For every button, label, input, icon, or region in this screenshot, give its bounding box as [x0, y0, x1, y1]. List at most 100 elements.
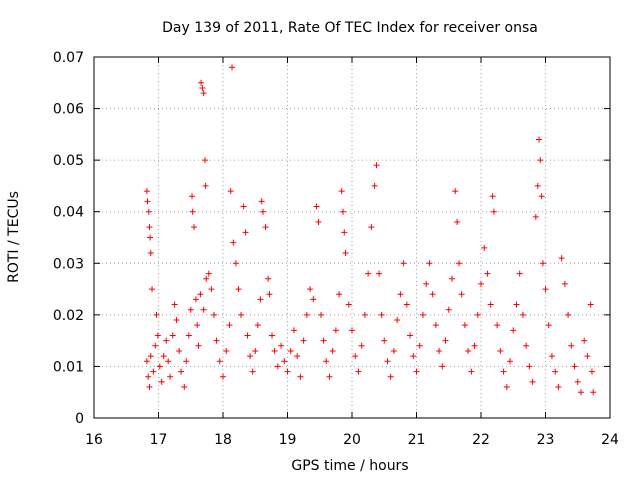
data-point [368, 224, 375, 231]
data-point [210, 311, 217, 318]
data-point [555, 384, 562, 391]
data-point [223, 347, 230, 354]
data-point [561, 280, 568, 287]
data-point [294, 353, 301, 360]
data-point [429, 291, 436, 298]
data-point [423, 280, 430, 287]
y-tick-label: 0.07 [53, 50, 84, 66]
data-point [523, 342, 530, 349]
y-tick-labels: 0 0.01 0.02 0.03 0.04 0.05 0.06 0.07 [53, 50, 84, 427]
data-point [478, 280, 484, 287]
data-point [208, 286, 215, 293]
data-point [358, 342, 365, 349]
data-point [568, 342, 575, 349]
data-point [361, 311, 368, 318]
data-point [558, 255, 565, 262]
data-point [448, 275, 455, 282]
data-point [189, 193, 196, 200]
data-point [416, 342, 423, 349]
data-point [571, 363, 578, 370]
data-point [149, 286, 156, 293]
data-point [537, 157, 544, 164]
data-point [205, 270, 212, 277]
data-point [169, 332, 176, 339]
x-tick-label: 20 [343, 432, 361, 448]
data-point [507, 358, 514, 365]
data-point [171, 301, 178, 308]
data-point [284, 368, 291, 375]
data-point [397, 291, 404, 298]
data-point [199, 84, 206, 91]
data-point [310, 296, 317, 303]
data-point [387, 373, 394, 380]
data-point [258, 198, 265, 205]
data-point [538, 193, 545, 200]
data-point [201, 157, 208, 164]
data-point [494, 322, 501, 329]
x-tick-label: 16 [85, 432, 103, 448]
data-point [500, 368, 507, 375]
data-point [313, 203, 320, 210]
data-point [303, 311, 310, 318]
data-point [487, 301, 494, 308]
data-point [254, 322, 261, 329]
data-point [342, 249, 349, 256]
data-point [147, 249, 154, 256]
y-tick-label: 0.05 [53, 153, 84, 169]
data-point [465, 347, 472, 354]
data-point [143, 188, 150, 195]
data-point [410, 353, 417, 360]
data-point [315, 219, 322, 226]
data-point [153, 311, 160, 318]
data-point [452, 188, 459, 195]
data-point [232, 260, 239, 267]
data-point [265, 275, 272, 282]
data-point [163, 337, 170, 344]
data-point [300, 337, 307, 344]
data-point [257, 296, 264, 303]
data-point [545, 322, 552, 329]
data-point [426, 260, 433, 267]
data-point [249, 368, 256, 375]
data-point [581, 337, 588, 344]
data-point [481, 244, 488, 251]
data-point [456, 260, 463, 267]
data-point [489, 193, 496, 200]
data-point [468, 368, 475, 375]
data-point [376, 270, 383, 277]
data-point [378, 311, 385, 318]
data-point [349, 327, 355, 334]
data-point [332, 327, 339, 334]
data-point [365, 270, 372, 277]
axis-ticks [93, 56, 611, 419]
data-point [526, 363, 533, 370]
data-point [244, 332, 251, 339]
data-point [229, 64, 236, 71]
data-point [238, 311, 245, 318]
data-point [143, 358, 150, 365]
data-point [203, 275, 210, 282]
data-point [240, 203, 247, 210]
data-point [584, 353, 591, 360]
y-tick-label: 0 [75, 411, 84, 427]
data-point [230, 239, 237, 246]
data-point [220, 373, 226, 380]
y-tick-label: 0.01 [53, 359, 84, 375]
data-point [341, 229, 348, 236]
data-point [565, 311, 572, 318]
data-point [532, 213, 539, 220]
data-point [145, 373, 152, 380]
y-tick-label: 0.03 [53, 256, 84, 272]
data-point [178, 368, 185, 375]
data-point [147, 353, 154, 360]
data-point [338, 188, 345, 195]
data-point [318, 311, 325, 318]
data-point [274, 363, 281, 370]
data-point [320, 337, 327, 344]
data-point [471, 342, 478, 349]
data-point [189, 208, 196, 215]
data-point [194, 322, 201, 329]
y-tick-label: 0.06 [53, 102, 84, 118]
x-tick-label: 22 [472, 432, 490, 448]
x-tick-label: 24 [601, 432, 619, 448]
